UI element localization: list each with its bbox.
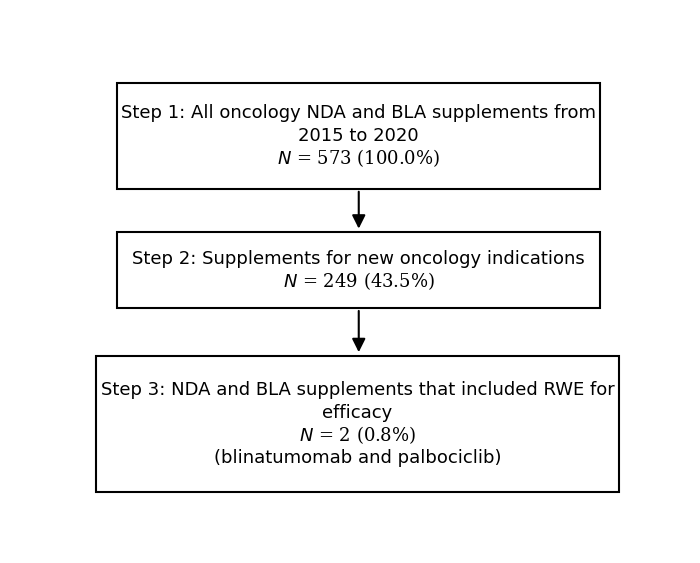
Text: $\mathit{N}$ = 2 (0.8%): $\mathit{N}$ = 2 (0.8%) [299,425,416,446]
Text: $\mathit{N}$ = 249 (43.5%): $\mathit{N}$ = 249 (43.5%) [283,271,435,292]
Text: efficacy: efficacy [322,404,393,422]
Text: Step 1: All oncology NDA and BLA supplements from: Step 1: All oncology NDA and BLA supplem… [121,104,596,122]
FancyBboxPatch shape [96,356,619,493]
Text: $\mathit{N}$ = 573 (100.0%): $\mathit{N}$ = 573 (100.0%) [277,148,440,169]
FancyBboxPatch shape [118,83,600,189]
FancyBboxPatch shape [118,233,600,308]
Text: Step 3: NDA and BLA supplements that included RWE for: Step 3: NDA and BLA supplements that inc… [101,381,615,399]
Text: Step 2: Supplements for new oncology indications: Step 2: Supplements for new oncology ind… [132,250,585,268]
Text: 2015 to 2020: 2015 to 2020 [298,127,419,145]
Text: (blinatumomab and palbociclib): (blinatumomab and palbociclib) [214,449,501,467]
